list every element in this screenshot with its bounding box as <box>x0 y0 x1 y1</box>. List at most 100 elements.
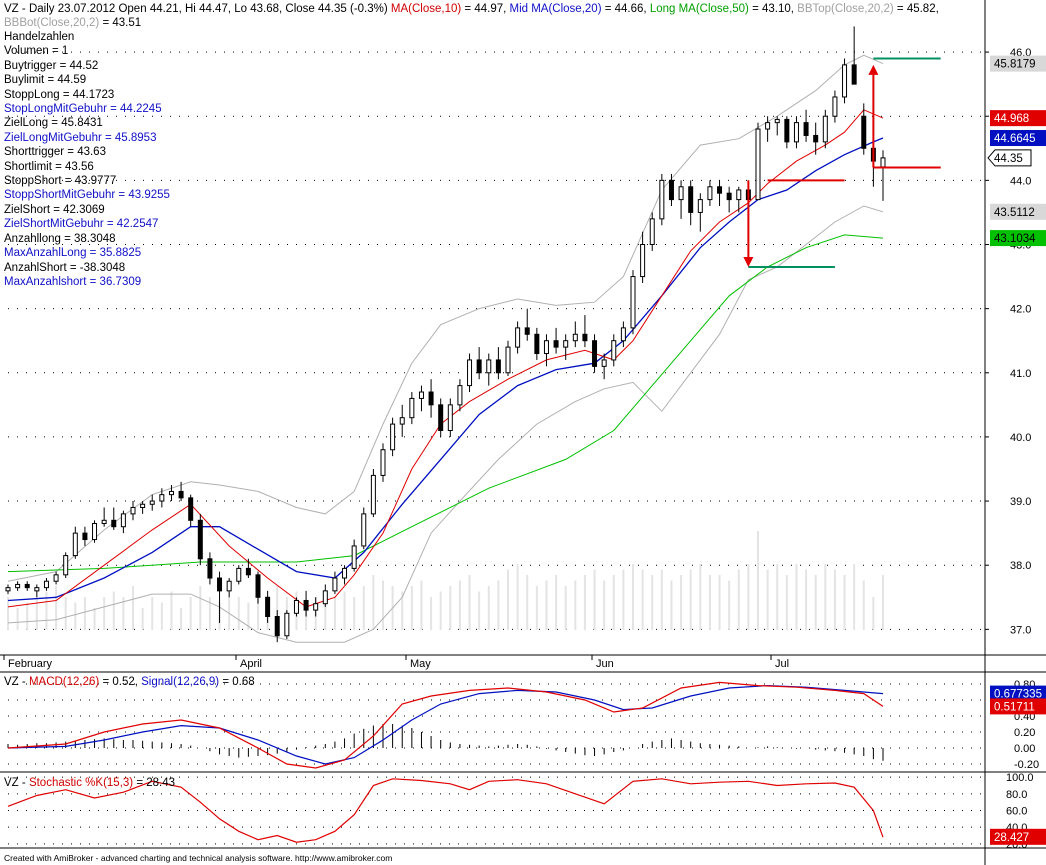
candle-body <box>678 186 684 201</box>
month-label: April <box>240 658 262 670</box>
candle-body <box>5 587 11 592</box>
price-tick-label: 37.0 <box>1010 624 1031 636</box>
candle-body <box>803 122 809 136</box>
price-tag <box>990 110 1046 127</box>
price-header: VZ - Daily 23.07.2012 Open 44.21, Hi 44.… <box>4 3 939 29</box>
price-tag-label: 44.6645 <box>994 133 1036 145</box>
candle-body <box>72 532 78 557</box>
candle-body <box>486 359 492 374</box>
info-line: ZielLong = 45.8431 <box>4 117 103 130</box>
candle-body <box>784 118 790 143</box>
signal-label: Signal(12,26,9) <box>141 676 220 688</box>
candle-body <box>505 346 511 374</box>
info-line: MaxAnzahlshort = 36.7309 <box>4 275 142 288</box>
ma50-label: Long MA(Close,50) <box>649 3 749 15</box>
price-tick-label: 38.0 <box>1010 560 1031 572</box>
candle-body <box>880 157 886 168</box>
candle-body <box>842 64 848 98</box>
change-value: (-0.3%) <box>350 3 388 15</box>
info-line: Shorttrigger = 43.63 <box>4 146 106 159</box>
candle-body <box>342 567 348 579</box>
price-tick-label: 40.0 <box>1010 432 1031 444</box>
candle-body <box>524 327 530 335</box>
candle-body <box>774 118 780 124</box>
info-line: ZielShort = 42.3069 <box>4 203 105 216</box>
info-line: Buylimit = 44.59 <box>4 74 87 87</box>
macd-value: 0.52 <box>112 676 135 688</box>
price-tag-label: 44.35 <box>994 153 1023 165</box>
candle-body <box>245 567 251 576</box>
candle-body <box>659 179 665 220</box>
info-line: ZielLongMitGebuhr = 45.8953 <box>4 131 157 144</box>
macd-tag <box>990 698 1046 715</box>
candle-body <box>140 503 146 508</box>
price-tag <box>990 130 1046 147</box>
candle-body <box>851 64 857 85</box>
price-tick-label: 44.0 <box>1010 175 1031 187</box>
candle-body <box>707 186 713 201</box>
ma10-line <box>7 109 884 608</box>
macd-label: MACD(12,26) <box>28 676 100 688</box>
candle-body <box>130 506 136 515</box>
candle-body <box>438 404 444 432</box>
candle-body <box>351 545 357 569</box>
price-tag <box>990 230 1046 247</box>
candle-body <box>159 494 165 502</box>
stochastic-tag <box>990 828 1046 845</box>
candle-body <box>630 276 636 329</box>
candle-body <box>832 96 838 117</box>
candle-body <box>43 580 49 589</box>
candle-body <box>543 340 549 355</box>
candle-body <box>303 599 309 611</box>
symbol: VZ <box>4 3 19 15</box>
date: 23.07.2012 <box>57 3 116 15</box>
candle-body <box>322 590 328 605</box>
bollinger-bottom-line <box>7 205 884 643</box>
info-line: Buytrigger = 44.52 <box>4 59 99 72</box>
info-line: Handelzahlen <box>4 31 75 43</box>
candle-body <box>197 519 203 560</box>
candle-body <box>717 186 723 194</box>
candle-body <box>620 327 626 342</box>
info-line: Shortlimit = 43.56 <box>4 160 94 173</box>
candle-body <box>476 359 482 374</box>
stochastic-label: Stochastic %K(15,3) <box>28 777 134 789</box>
candle-body <box>274 616 280 637</box>
stochastic-pane[interactable]: 100.080.060.040.020.028.427 <box>0 772 1046 851</box>
info-line: Volumen = 1 <box>4 45 69 58</box>
macd-header: VZ - MACD(12,26) = 0.52, Signal(12,26,9)… <box>4 676 255 688</box>
candle-body <box>226 580 232 592</box>
close-value: 44.35 <box>318 3 347 15</box>
month-label: February <box>8 658 53 670</box>
candle-body <box>534 333 540 355</box>
candle-body <box>101 519 107 525</box>
candle-body <box>467 359 473 387</box>
info-line: StopLongMitGebuhr = 44.2245 <box>4 103 162 116</box>
price-tag <box>990 55 1046 72</box>
macd-tick-label: 0.20 <box>1014 727 1035 739</box>
candle-body <box>399 417 405 425</box>
candle-body <box>515 327 521 348</box>
candle-body <box>313 603 319 611</box>
bbtop-label: BBTop(Close,20,2) <box>797 3 894 15</box>
info-line: StoppLong = 44.1723 <box>4 88 115 101</box>
footer-credit: Created with AmiBroker - advanced charti… <box>4 853 393 863</box>
macd-tag <box>990 685 1046 702</box>
signal-line <box>7 684 884 765</box>
candle-body <box>697 199 703 213</box>
candle-body <box>120 513 126 528</box>
price-tick-label: 39.0 <box>1010 496 1031 508</box>
macd-tick-label: 0.00 <box>1014 743 1035 755</box>
long-arrow-head <box>868 64 879 75</box>
month-label: May <box>410 658 431 670</box>
candle-body <box>15 583 21 589</box>
candle-body <box>755 128 761 201</box>
macd-tag-label: 0.51711 <box>994 701 1035 713</box>
stochastic-value: 28.43 <box>146 777 176 789</box>
info-line: StoppShort = 43.9777 <box>4 175 117 188</box>
stochastic-k-line <box>7 778 884 843</box>
candle-body <box>553 340 559 348</box>
candle-body <box>418 391 424 399</box>
